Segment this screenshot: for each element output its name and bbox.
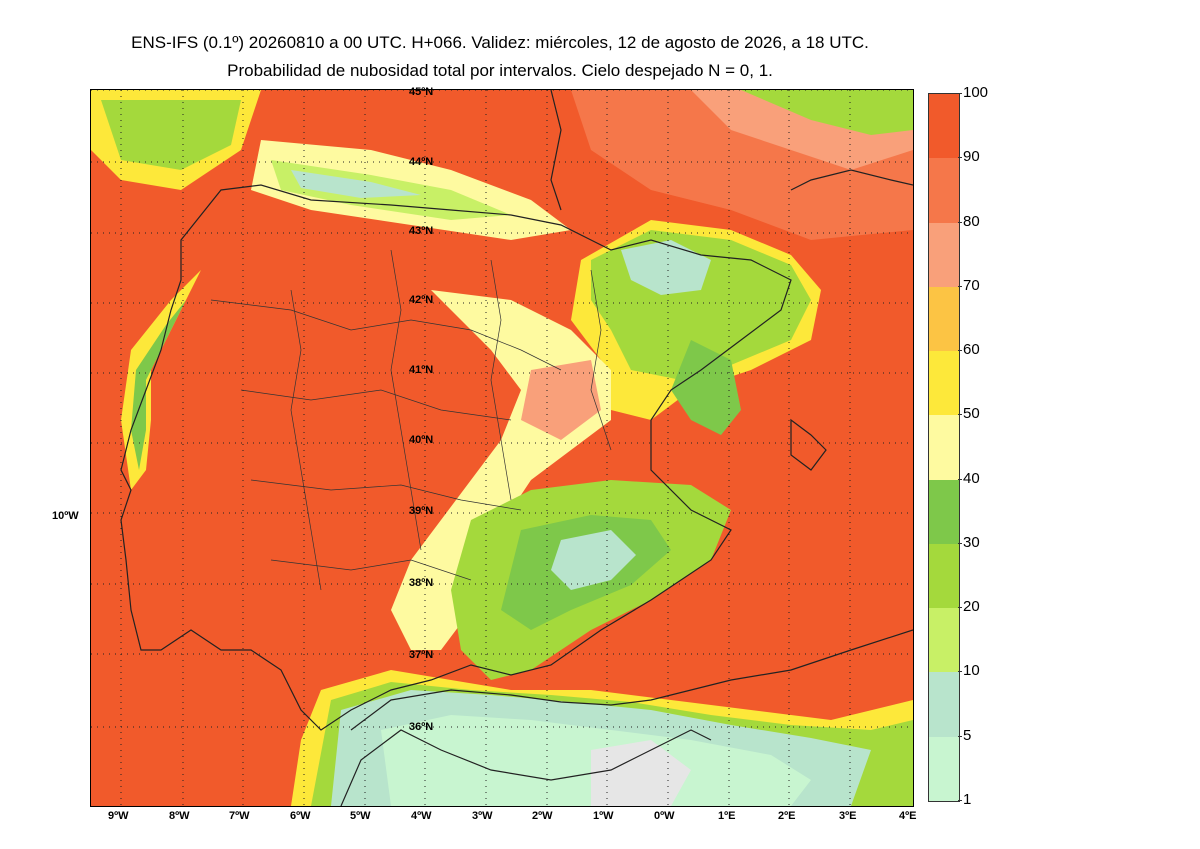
lon-label-9w: 9ºW [108, 810, 129, 822]
colorbar-tick-label: 10 [963, 662, 980, 680]
colorbar-tick-label: 20 [963, 598, 980, 616]
colorbar-segment [929, 286, 959, 352]
lat-label-37n: 37ºN [409, 649, 434, 661]
lon-label-4e: 4ºE [899, 810, 917, 822]
colorbar-tick-label: 80 [963, 212, 980, 230]
colorbar-tick-label: 40 [963, 469, 980, 487]
lon-label-3w: 3ºW [472, 810, 493, 822]
colorbar-segment [929, 351, 959, 416]
colorbar-tick [958, 800, 962, 801]
lon-label-3e: 3ºE [839, 810, 857, 822]
colorbar-tick [958, 607, 962, 609]
colorbar-segment [929, 415, 959, 481]
map-subtitle: Probabilidad de nubosidad total por inte… [227, 61, 773, 80]
colorbar-tick [958, 285, 962, 287]
colorbar-segment [929, 736, 959, 802]
colorbar-tick [958, 414, 962, 416]
lon-label-6w: 6ºW [290, 810, 311, 822]
lon-label-8w: 8ºW [169, 810, 190, 822]
lon-label-0w: 0ºW [654, 810, 675, 822]
colorbar-segment [929, 543, 959, 609]
lat-label-41n: 41ºN [409, 364, 434, 376]
lon-label-5w: 5ºW [350, 810, 371, 822]
lon-label-1w: 1ºW [593, 810, 614, 822]
colorbar-tick-label: 70 [963, 276, 980, 294]
colorbar-segment [929, 608, 959, 673]
lat-label-45n: 45ºN [409, 86, 434, 98]
probability-colorbar [928, 93, 960, 802]
lat-label-44n: 44ºN [409, 156, 434, 168]
colorbar-tick [958, 478, 962, 480]
colorbar-tick-label: 30 [963, 533, 980, 551]
colorbar-segment [929, 158, 959, 224]
side-lon-label: 10ºW [52, 510, 79, 522]
lat-label-38n: 38ºN [409, 577, 434, 589]
colorbar-tick [958, 93, 962, 94]
colorbar-tick [958, 735, 962, 737]
lon-label-1e: 1ºE [718, 810, 736, 822]
lon-label-2e: 2ºE [778, 810, 796, 822]
lat-label-36n: 36ºN [409, 721, 434, 733]
colorbar-segment [929, 222, 959, 288]
lon-label-7w: 7ºW [229, 810, 250, 822]
lat-label-42n: 42ºN [409, 294, 434, 306]
colorbar-tick-label: 60 [963, 341, 980, 359]
colorbar-tick [958, 221, 962, 223]
map-title: ENS-IFS (0.1º) 20260810 a 00 UTC. H+066.… [131, 33, 869, 52]
colorbar-segment [929, 94, 959, 159]
colorbar-tick-label: 1 [963, 791, 972, 808]
colorbar-segment [929, 479, 959, 545]
cloud-probability-map [90, 89, 914, 807]
colorbar-tick [958, 157, 962, 159]
lon-label-4w: 4ºW [411, 810, 432, 822]
colorbar-tick [958, 542, 962, 544]
colorbar-tick-label: 50 [963, 405, 980, 423]
colorbar-tick [958, 671, 962, 673]
colorbar-tick [958, 350, 962, 352]
colorbar-tick-label: 90 [963, 148, 980, 166]
colorbar-tick-label: 100 [963, 84, 989, 101]
lon-label-2w: 2ºW [532, 810, 553, 822]
lat-label-39n: 39ºN [409, 505, 434, 517]
map-canvas [91, 90, 913, 806]
lat-label-43n: 43ºN [409, 225, 434, 237]
lat-label-40n: 40ºN [409, 434, 434, 446]
colorbar-tick-label: 5 [963, 726, 972, 744]
colorbar-segment [929, 672, 959, 738]
